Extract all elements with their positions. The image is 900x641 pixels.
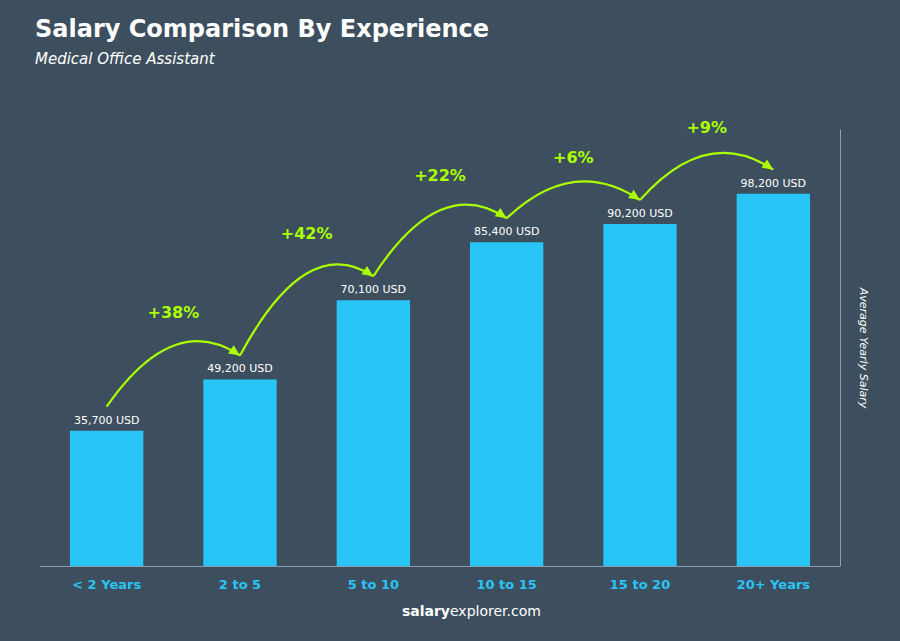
svg-text:salary: salary [402,603,450,619]
svg-text:85,400 USD: 85,400 USD [474,225,540,238]
svg-text:+6%: +6% [553,148,594,167]
svg-text:+9%: +9% [686,118,727,137]
svg-text:35,700 USD: 35,700 USD [74,414,140,427]
svg-text:20+ Years: 20+ Years [737,577,811,592]
svg-text:49,200 USD: 49,200 USD [207,362,273,375]
svg-text:Salary Comparison By Experienc: Salary Comparison By Experience [35,15,489,43]
svg-text:98,200 USD: 98,200 USD [741,177,807,190]
svg-text:Average Yearly Salary: Average Yearly Salary [857,287,870,409]
svg-text:5 to 10: 5 to 10 [348,577,399,592]
svg-text:70,100 USD: 70,100 USD [341,283,407,296]
svg-text:10 to 15: 10 to 15 [476,577,536,592]
svg-text:15 to 20: 15 to 20 [610,577,670,592]
svg-text:+42%: +42% [281,224,333,243]
svg-text:90,200 USD: 90,200 USD [607,207,673,220]
svg-text:explorer.com: explorer.com [450,603,541,619]
svg-text:2 to 5: 2 to 5 [219,577,261,592]
svg-text:+38%: +38% [147,303,199,322]
svg-text:+22%: +22% [414,166,466,185]
svg-text:< 2 Years: < 2 Years [72,577,141,592]
svg-text:Medical Office Assistant: Medical Office Assistant [35,50,216,68]
